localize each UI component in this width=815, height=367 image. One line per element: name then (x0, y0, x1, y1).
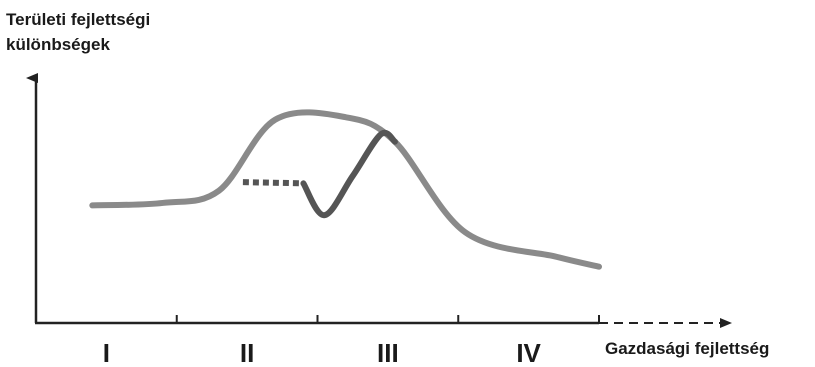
main-curve (89, 109, 602, 270)
stage-label-3: III (377, 338, 399, 367)
alternative-dip-curve (300, 129, 398, 219)
curves (89, 109, 602, 270)
stage-boundary-ticks (175, 315, 600, 324)
dotted-transition-segment (242, 179, 304, 187)
y-axis-title-line-1: Területi fejlettségi (6, 10, 150, 29)
stage-label-4: IV (516, 338, 541, 367)
stage-label-1: I (103, 338, 110, 367)
x-axis-title: Gazdasági fejlettség (605, 339, 769, 358)
y-axis-title-line-2: különbségek (6, 35, 110, 54)
stage-label-2: II (240, 338, 254, 367)
stage-labels: I II III IV (103, 338, 542, 367)
